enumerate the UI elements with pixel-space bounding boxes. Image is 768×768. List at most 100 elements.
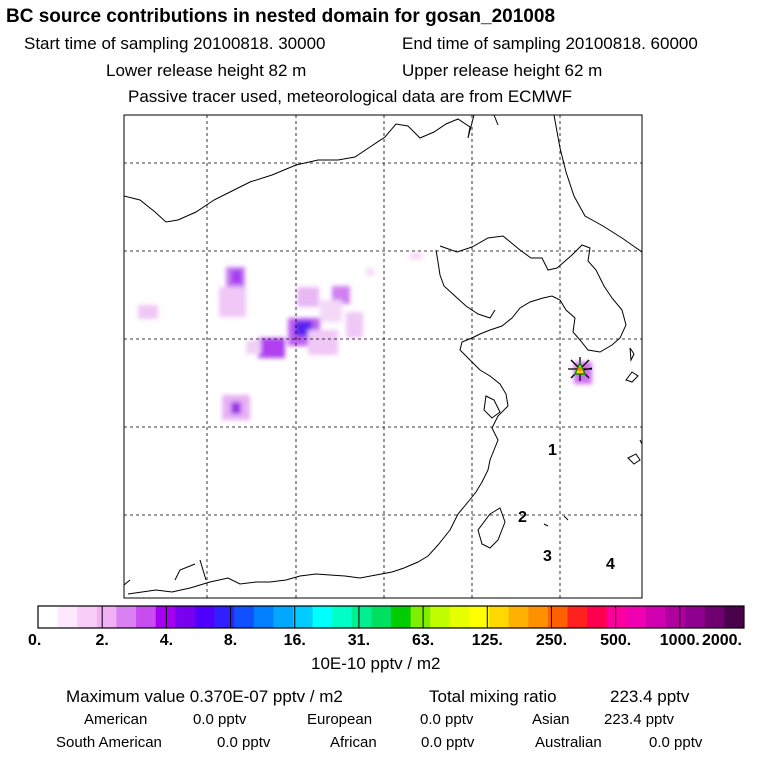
colorbar-swatch <box>410 606 431 628</box>
colorbar-swatch <box>292 606 313 628</box>
colorbar-swatch <box>234 606 255 628</box>
plume-patch <box>332 286 350 304</box>
colorbar-swatch <box>312 606 333 628</box>
colorbar-tick-label: 8. <box>224 632 237 649</box>
coastline <box>435 249 496 319</box>
plume-patch <box>231 270 242 284</box>
colorbar-tick-label: 31. <box>348 632 370 649</box>
colorbar-swatch <box>57 606 78 628</box>
colorbar-tick-label: 250. <box>536 632 567 649</box>
colorbar-swatch <box>724 606 745 628</box>
colorbar-swatch <box>489 606 510 628</box>
colorbar-swatch <box>606 606 627 628</box>
region-label-2: 2 <box>518 509 527 526</box>
map-panel: 1 2 3 4 <box>124 115 642 598</box>
colorbar-swatch <box>430 606 451 628</box>
colorbar-swatch <box>449 606 470 628</box>
colorbar-swatch <box>704 606 725 628</box>
colorbar-swatch <box>587 606 608 628</box>
colorbar-tick-label: 16. <box>284 632 306 649</box>
asian-value: 223.4 pptv <box>604 711 675 728</box>
tracer-note: Passive tracer used, meteorological data… <box>128 87 573 106</box>
max-value: Maximum value 0.370E-07 pptv / m2 <box>66 687 343 706</box>
plume-patch <box>308 330 338 355</box>
south-american-label: South American <box>56 734 162 751</box>
colorbar <box>38 606 745 628</box>
colorbar-swatch <box>391 606 412 628</box>
colorbar-swatch <box>332 606 353 628</box>
region-label-1: 1 <box>548 442 557 459</box>
colorbar-swatch <box>175 606 196 628</box>
colorbar-swatch <box>136 606 157 628</box>
american-value: 0.0 pptv <box>193 711 247 728</box>
colorbar-unit: 10E-10 pptv / m2 <box>311 654 441 673</box>
colorbar-swatch <box>508 606 529 628</box>
australian-label: Australian <box>535 734 602 751</box>
coastline <box>174 563 196 581</box>
plume-patch <box>219 287 246 317</box>
colorbar-swatch <box>194 606 215 628</box>
total-mixing-label: Total mixing ratio <box>429 687 557 706</box>
coastline <box>553 115 642 253</box>
end-time: End time of sampling 20100818. 60000 <box>402 34 698 53</box>
colorbar-swatch <box>371 606 392 628</box>
colorbar-swatch <box>626 606 647 628</box>
colorbar-swatch <box>685 606 706 628</box>
european-value: 0.0 pptv <box>420 711 474 728</box>
coastline <box>124 579 131 586</box>
plume-patch <box>246 340 261 354</box>
coastline <box>627 453 641 465</box>
coastline <box>563 515 569 521</box>
colorbar-tick-label: 63. <box>412 632 434 649</box>
colorbar-tick-label: 2. <box>96 632 109 649</box>
plume-patch <box>258 338 285 358</box>
colorbar-frame <box>37 605 745 629</box>
colorbar-swatch <box>665 606 686 628</box>
map-frame <box>123 114 643 599</box>
asian-label: Asian <box>532 711 570 728</box>
plume-patch <box>231 402 241 414</box>
colorbar-swatch <box>38 606 59 628</box>
australian-value: 0.0 pptv <box>649 734 703 751</box>
colorbar-swatch <box>214 606 235 628</box>
american-label: American <box>84 711 148 728</box>
colorbar-tick-label: 0. <box>28 632 41 649</box>
colorbar-swatch <box>273 606 294 628</box>
colorbar-tick-label: 2000. <box>702 632 742 649</box>
colorbar-swatch <box>547 606 568 628</box>
plume-patch <box>295 321 312 336</box>
colorbar-tick-label: 1000. <box>660 632 700 649</box>
european-label: European <box>307 711 373 728</box>
total-mixing-value: 223.4 pptv <box>610 687 690 706</box>
coastline <box>543 523 549 527</box>
colorbar-swatch <box>96 606 117 628</box>
plume-patch <box>366 268 374 276</box>
figure-title: BC source contributions in nested domain… <box>6 6 556 27</box>
plume-patch <box>138 305 158 319</box>
coastline <box>477 507 506 549</box>
african-value: 0.0 pptv <box>421 734 475 751</box>
upper-release-height: Upper release height 62 m <box>402 61 603 80</box>
colorbar-swatch <box>645 606 666 628</box>
african-label: African <box>330 734 377 751</box>
colorbar-swatch <box>77 606 98 628</box>
colorbar-tick-label: 4. <box>160 632 173 649</box>
coastline <box>483 395 501 419</box>
star-icon <box>568 357 592 381</box>
colorbar-swatch <box>567 606 588 628</box>
plume-patch <box>410 252 422 260</box>
coastline <box>493 115 499 126</box>
plume-patch <box>320 300 342 322</box>
coastline <box>124 115 475 223</box>
colorbar-swatch <box>116 606 137 628</box>
plume-patch <box>297 287 319 307</box>
coastline <box>127 235 627 595</box>
graticule <box>124 115 642 598</box>
colorbar-swatch <box>528 606 549 628</box>
colorbar-swatch <box>253 606 274 628</box>
coastlines <box>124 115 642 595</box>
south-american-value: 0.0 pptv <box>217 734 271 751</box>
colorbar-ticks: 0. 2. 4. 8. 16. 31. 63. 125. 250. 500. 1000. 2000. <box>28 606 742 649</box>
colorbar-tick-label: 125. <box>472 632 503 649</box>
